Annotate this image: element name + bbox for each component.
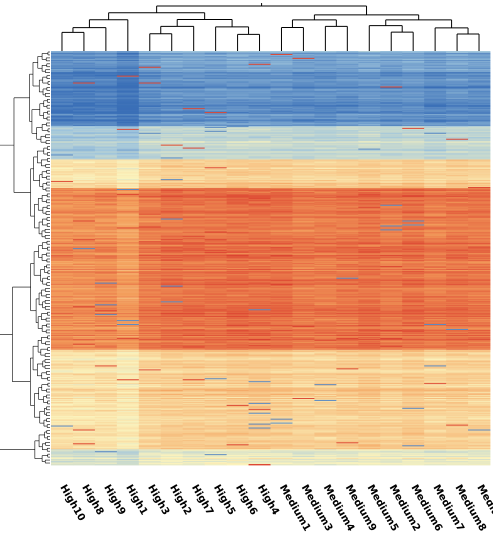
row-dendrogram — [0, 52, 50, 463]
heatmap-cells — [51, 51, 490, 465]
column-dendrogram — [62, 3, 479, 51]
